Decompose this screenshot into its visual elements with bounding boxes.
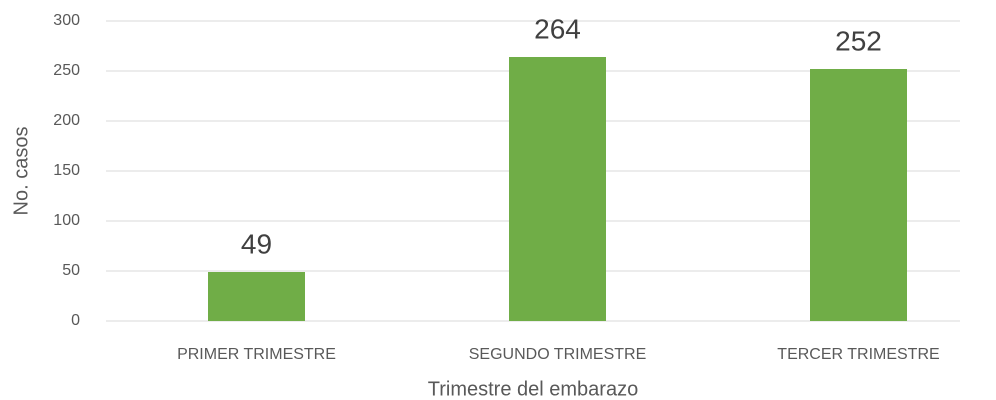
data-label: 252 (835, 25, 882, 56)
y-axis-title: No. casos (10, 127, 32, 216)
y-tick-label: 100 (53, 212, 80, 229)
y-tick-label: 200 (53, 112, 80, 129)
x-tick-label: SEGUNDO TRIMESTRE (469, 346, 647, 363)
x-tick-label: TERCER TRIMESTRE (777, 346, 939, 363)
y-tick-label: 150 (53, 162, 80, 179)
data-label: 49 (241, 228, 272, 259)
y-tick-label: 300 (53, 12, 80, 29)
x-tick-label: PRIMER TRIMESTRE (177, 346, 336, 363)
x-axis-title: Trimestre del embarazo (428, 378, 638, 400)
y-tick-label: 50 (62, 262, 80, 279)
y-tick-label: 250 (53, 62, 80, 79)
bar (810, 69, 907, 321)
y-tick-label: 0 (71, 312, 80, 329)
bar (208, 272, 305, 321)
data-label: 264 (534, 13, 581, 44)
bar (509, 57, 606, 321)
